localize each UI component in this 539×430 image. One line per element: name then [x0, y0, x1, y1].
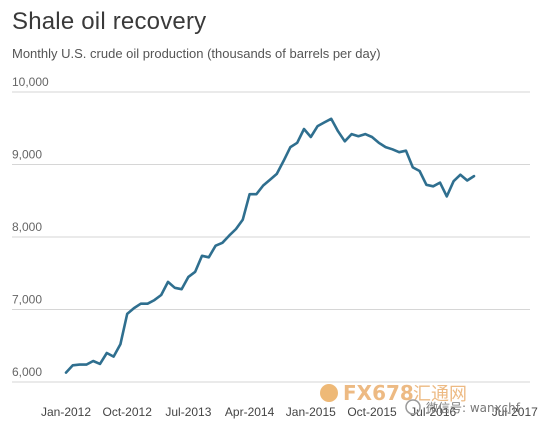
y-tick-label: 10,000 [12, 75, 49, 89]
y-tick-label: 9,000 [12, 148, 42, 162]
y-tick-label: 8,000 [12, 220, 42, 234]
watermark-fx678: FX678 汇通网 [320, 381, 467, 405]
y-tick-label: 7,000 [12, 293, 42, 307]
x-tick-label: Oct-2015 [347, 405, 397, 419]
chart-subtitle: Monthly U.S. crude oil production (thous… [12, 46, 381, 61]
wechat-icon [405, 399, 421, 415]
gridlines [12, 91, 530, 383]
x-tick-label: Jul-2016 [410, 405, 456, 419]
x-tick-label: Jul-2013 [165, 405, 211, 419]
watermark-wechat: 微信号: wanxchf [405, 399, 521, 415]
watermark-wechat-text: 微信号: wanxchf [426, 401, 521, 415]
watermark-fx678-text: FX678 [343, 381, 414, 405]
y-axis-ticks: 6,000 7,000 8,000 9,000 10,000 [12, 75, 49, 379]
fx678-logo-icon [320, 384, 338, 402]
x-tick-label: Jul-2017 [492, 405, 538, 419]
x-tick-label: Oct-2012 [103, 405, 153, 419]
series-layer [64, 117, 476, 374]
y-tick-label: 6,000 [12, 365, 42, 379]
chart-title: Shale oil recovery [12, 8, 207, 35]
x-axis-ticks: Jan-2012 Oct-2012 Jul-2013 Apr-2014 Jan-2015… [41, 405, 538, 419]
series-line [64, 117, 476, 374]
x-tick-label: Jan-2012 [41, 405, 91, 419]
x-tick-label: Apr-2014 [225, 405, 275, 419]
watermark-huitong-text: 汇通网 [413, 384, 467, 405]
x-tick-label: Jan-2015 [286, 405, 336, 419]
